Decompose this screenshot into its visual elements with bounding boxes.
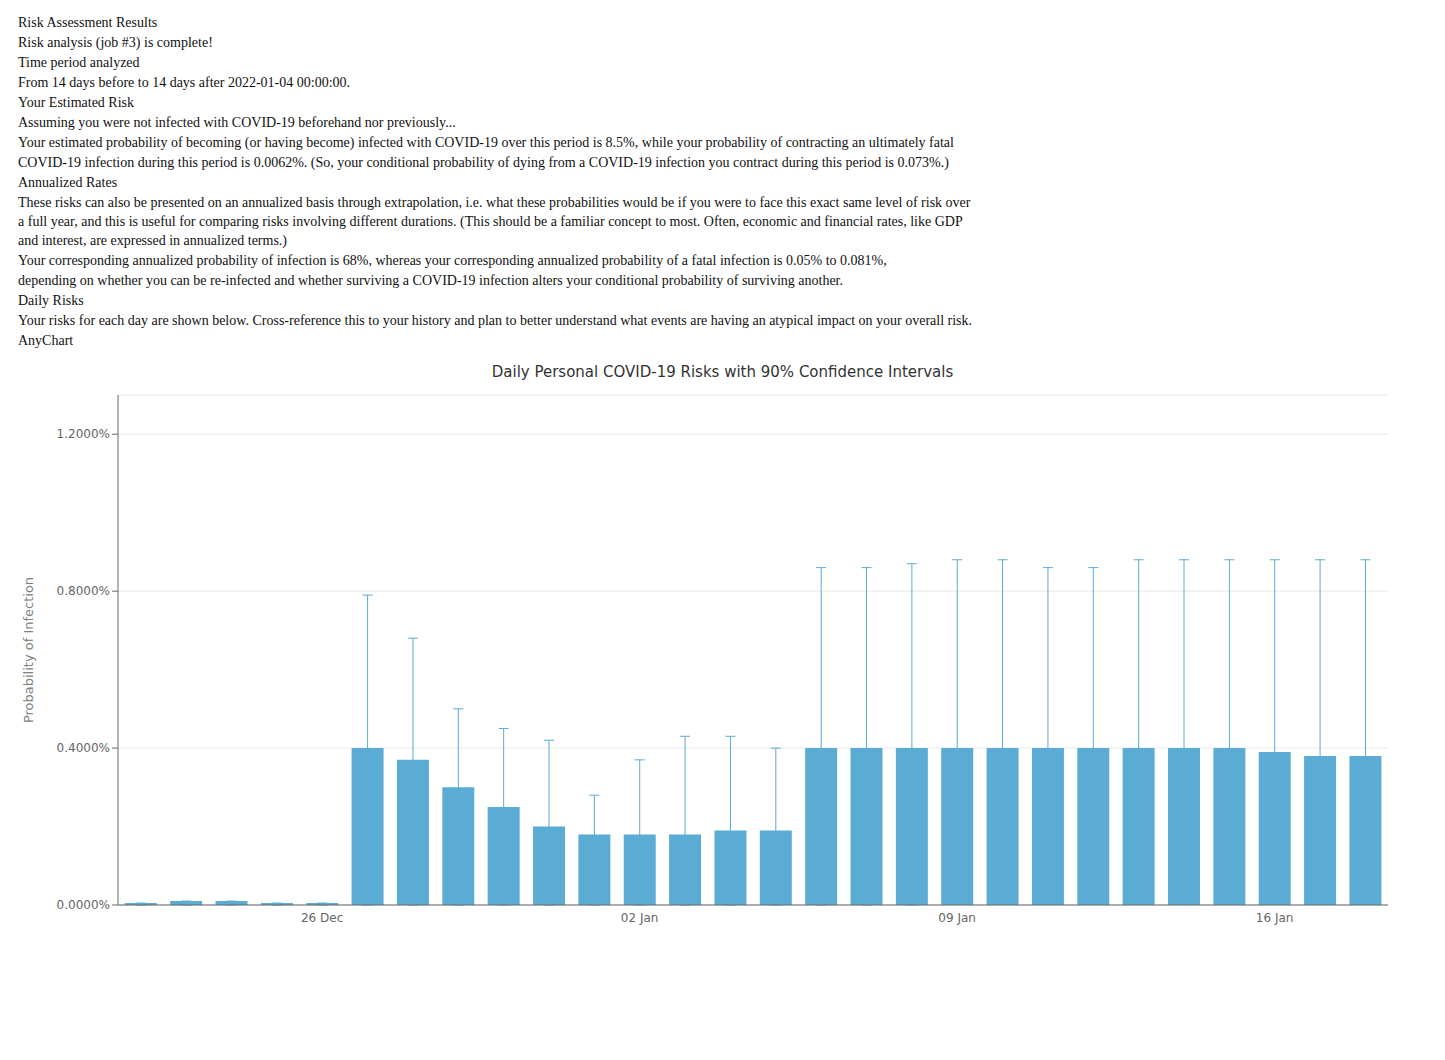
html-text:Risk Assessment Results: Risk Assessment Results: [18, 15, 158, 30]
html-text:Daily Personal COVID-19 Risks: Daily Personal COVID-19 Risks with 90% C…: [491, 363, 954, 381]
html-text:Your corresponding annualized: Your corresponding annualized probabilit…: [18, 253, 887, 268]
svg-text:0.8000%: 0.8000%: [57, 584, 110, 598]
html-text:Your risks for each day are sh: Your risks for each day are shown below.…: [18, 313, 973, 328]
html-text:Your Estimated Risk: Your Estimated Risk: [18, 95, 134, 110]
svg-text:0.0000%: 0.0000%: [57, 898, 110, 912]
svg-text:26 Dec: 26 Dec: [301, 911, 343, 925]
html-text:COVID-19 infection during this: COVID-19 infection during this period is…: [18, 155, 949, 170]
svg-text:Probability of Infection: Probability of Infection: [21, 577, 36, 723]
html-text:Your estimated probability of: Your estimated probability of becoming (…: [18, 135, 954, 150]
svg-text:09 Jan: 09 Jan: [938, 911, 976, 925]
svg-text:0.4000%: 0.4000%: [57, 741, 110, 755]
html-text:From 14 days before to 14 days: From 14 days before to 14 days after 202…: [18, 75, 351, 90]
html-text:Annualized Rates: Annualized Rates: [18, 175, 118, 190]
html-text:Assuming you were not infected: Assuming you were not infected with COVI…: [18, 115, 456, 130]
svg-text:1.2000%: 1.2000%: [57, 427, 110, 441]
html-text:depending on whether you can b: depending on whether you can be re-infec…: [18, 273, 843, 288]
svg-text:16 Jan: 16 Jan: [1256, 911, 1294, 925]
html-text:Risk analysis (job #3) is comp: Risk analysis (job #3) is complete!: [18, 35, 213, 50]
html-text:These risks can also be presen: These risks can also be presented on an …: [18, 195, 971, 248]
html-text:Daily Risks: Daily Risks: [18, 293, 84, 308]
svg-text:02 Jan: 02 Jan: [621, 911, 659, 925]
html-text:AnyChart: AnyChart: [18, 333, 74, 348]
html-text:Time period analyzed: Time period analyzed: [18, 55, 140, 70]
